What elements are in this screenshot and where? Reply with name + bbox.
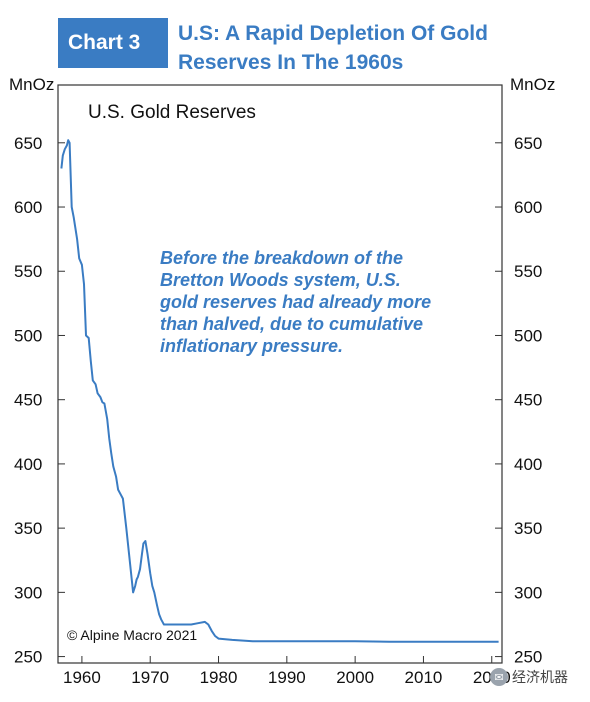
chart-annotation: Before the breakdown of the Bretton Woods… — [159, 248, 431, 356]
gold-reserves-line — [60, 139, 499, 643]
y-tick-label-left: 300 — [14, 583, 42, 602]
watermark: ✉ 经济机器 — [490, 667, 568, 687]
axis-tick-labels: 250 250 300 300 350 350 400 400 450 450 500 500 550 5… — [14, 134, 542, 687]
y-tick-label-right: 450 — [514, 391, 542, 410]
y-tick-label-left: 600 — [14, 198, 42, 217]
y-tick-label-left: 650 — [14, 134, 42, 153]
y-tick-label-left: 400 — [14, 455, 42, 474]
chart-source: © Alpine Macro 2021 — [67, 627, 197, 643]
y-tick-label-left: 350 — [14, 519, 42, 538]
chart-title: U.S. Gold Reserves — [88, 102, 256, 123]
y-tick-label-right: 400 — [514, 455, 542, 474]
x-tick-label: 1970 — [131, 668, 169, 687]
y-tick-label-left: 250 — [14, 648, 42, 667]
y-tick-label-left: 500 — [14, 326, 42, 345]
y-axis-unit-left: MnOz — [9, 75, 55, 94]
y-tick-label-right: 650 — [514, 134, 542, 153]
y-tick-label-right: 550 — [514, 262, 542, 281]
x-tick-label: 1960 — [63, 668, 101, 687]
axis-ticks — [58, 142, 502, 663]
plot-frame — [57, 84, 503, 664]
y-tick-label-right: 250 — [514, 648, 542, 667]
y-tick-label-right: 500 — [514, 326, 542, 345]
x-tick-label: 2010 — [405, 668, 443, 687]
y-tick-label-left: 450 — [14, 391, 42, 410]
y-tick-label-right: 600 — [514, 198, 542, 217]
x-tick-label: 1980 — [200, 668, 238, 687]
chart-number-badge: Chart 3 — [58, 18, 168, 68]
x-tick-label: 2000 — [336, 668, 374, 687]
x-tick-label: 1990 — [268, 668, 306, 687]
watermark-text: 经济机器 — [512, 669, 568, 685]
y-tick-label-left: 550 — [14, 262, 42, 281]
wechat-icon: ✉ — [490, 668, 508, 686]
y-tick-label-right: 350 — [514, 519, 542, 538]
y-axis-unit-right: MnOz — [510, 75, 556, 94]
y-tick-label-right: 300 — [514, 583, 542, 602]
page-title: U.S: A Rapid Depletion Of Gold Reserves … — [178, 22, 488, 74]
